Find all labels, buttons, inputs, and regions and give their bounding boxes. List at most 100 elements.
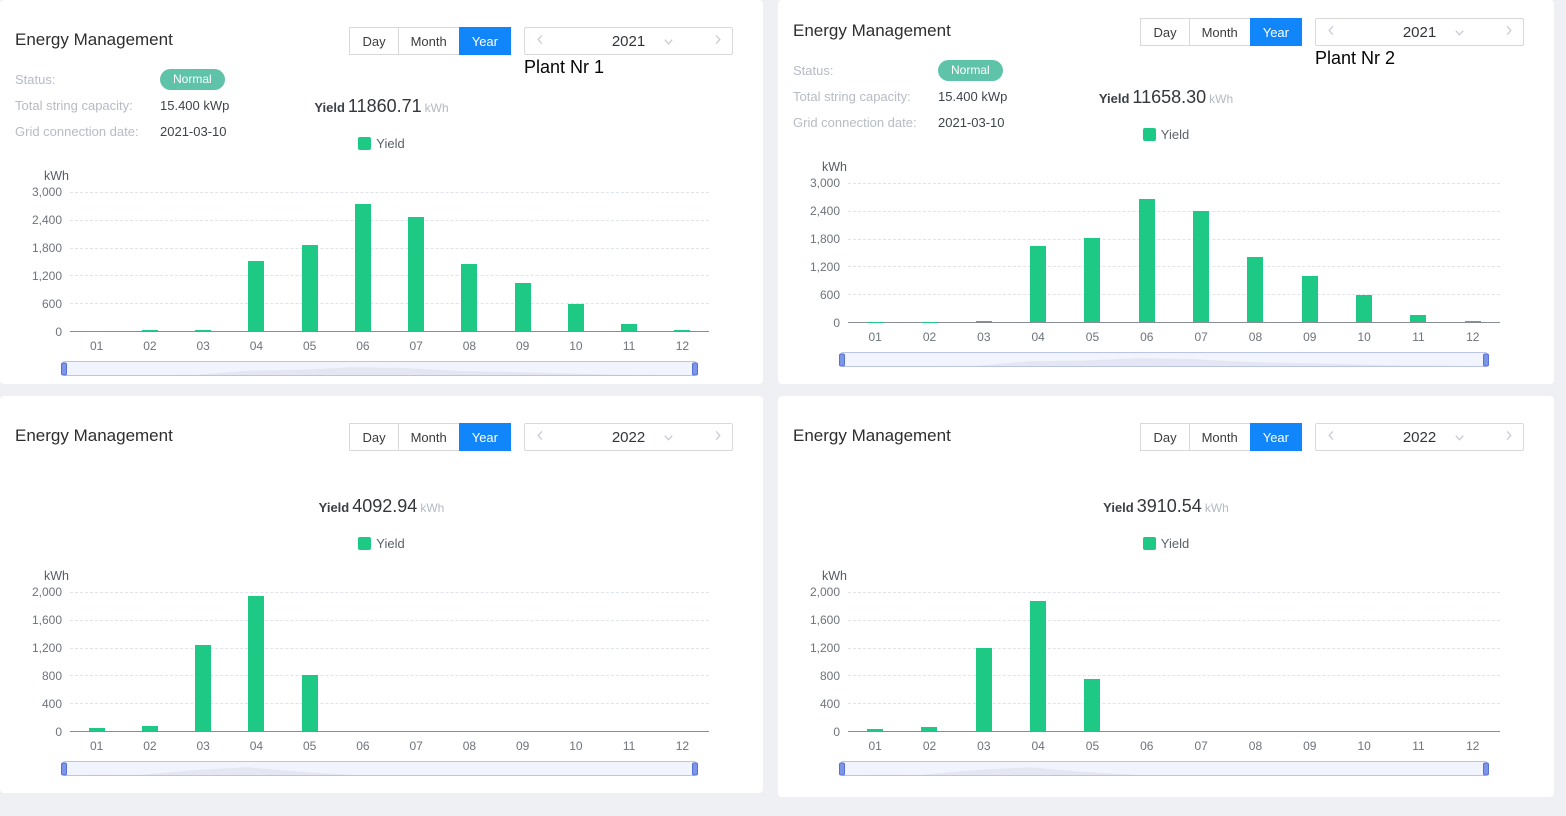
datazoom-handle-right[interactable] [1483, 762, 1489, 775]
bar-slot [496, 592, 549, 731]
bar-05[interactable] [301, 244, 318, 331]
previous-year-button[interactable] [525, 424, 555, 450]
year-select[interactable]: 2021 [611, 32, 646, 50]
bar-12[interactable] [1464, 320, 1481, 322]
tab-year[interactable]: Year [458, 27, 511, 55]
chart-legend[interactable]: Yield [0, 536, 763, 551]
chevron-right-icon [712, 428, 723, 446]
bar-03[interactable] [975, 647, 992, 731]
year-select[interactable]: 2022 [611, 428, 646, 446]
datazoom-handle-left[interactable] [61, 362, 67, 375]
bar-04[interactable] [1030, 601, 1047, 731]
chart-legend[interactable]: Yield [0, 136, 763, 151]
datazoom-handle-right[interactable] [692, 762, 698, 775]
bar-07[interactable] [1193, 211, 1210, 322]
bar-04[interactable] [248, 261, 265, 331]
bar-slot [1446, 183, 1500, 322]
bar-03[interactable] [195, 329, 212, 331]
bar-08[interactable] [1247, 257, 1264, 322]
bar-02[interactable] [141, 726, 158, 731]
tab-year[interactable]: Year [1249, 423, 1302, 451]
bar-11[interactable] [1410, 315, 1427, 322]
bar-03[interactable] [195, 645, 212, 731]
year-select[interactable]: 2021 [1402, 23, 1437, 41]
bar-11[interactable] [621, 324, 638, 331]
y-tick-label: 1,200 [809, 641, 840, 655]
previous-year-button[interactable] [1316, 19, 1346, 45]
bar-04[interactable] [1030, 246, 1047, 322]
status-label: Status: [793, 62, 834, 78]
x-tick-label: 07 [1194, 739, 1208, 753]
tab-month[interactable]: Month [1188, 18, 1251, 46]
bar-slot [390, 192, 443, 331]
bar-slot [902, 592, 956, 731]
tab-month[interactable]: Month [397, 27, 460, 55]
bar-06[interactable] [1138, 199, 1155, 322]
bar-slot [1391, 183, 1445, 322]
bar-04[interactable] [248, 595, 265, 731]
previous-year-button[interactable] [1316, 424, 1346, 450]
gridline [848, 266, 1500, 268]
tab-day[interactable]: Day [349, 27, 399, 55]
tab-year[interactable]: Year [1249, 18, 1302, 46]
tab-day[interactable]: Day [349, 423, 399, 451]
period-tabs: Day Month Year [1140, 18, 1302, 46]
datazoom-handle-left[interactable] [839, 353, 845, 366]
datazoom-slider[interactable] [839, 761, 1489, 776]
chart-legend[interactable]: Yield [778, 536, 1554, 551]
bar-01[interactable] [867, 728, 884, 731]
tab-day[interactable]: Day [1140, 18, 1190, 46]
tab-year[interactable]: Year [458, 423, 511, 451]
bar-05[interactable] [1084, 238, 1101, 322]
datazoom-handle-left[interactable] [839, 762, 845, 775]
x-tick-label: 09 [515, 339, 530, 353]
x-tick-label: 09 [515, 739, 530, 753]
y-axis-name: kWh [44, 169, 69, 183]
datazoom-slider[interactable] [61, 361, 698, 376]
tab-month[interactable]: Month [1188, 423, 1251, 451]
plant-name: Plant Nr 2 [1315, 48, 1396, 68]
bar-slot [902, 183, 956, 322]
bar-09[interactable] [1301, 275, 1318, 322]
bar-02[interactable] [141, 330, 158, 331]
next-year-button[interactable] [1493, 19, 1523, 45]
datazoom-shadow [89, 367, 670, 375]
x-tick-label: 12 [675, 339, 690, 353]
y-tick-label: 600 [41, 297, 62, 311]
bar-06[interactable] [354, 204, 371, 331]
bar-08[interactable] [461, 264, 478, 331]
yield-unit: kWh [1209, 92, 1234, 106]
x-tick-label: 05 [302, 739, 317, 753]
bar-02[interactable] [921, 726, 938, 731]
bar-slot [283, 192, 336, 331]
tab-day[interactable]: Day [1140, 423, 1190, 451]
next-year-button[interactable] [702, 28, 732, 54]
bar-10[interactable] [1356, 295, 1373, 322]
legend-label: Yield [1160, 127, 1190, 142]
y-tick-label: 2,400 [31, 213, 62, 227]
tab-month[interactable]: Month [397, 423, 460, 451]
datazoom-slider[interactable] [839, 352, 1489, 367]
datazoom-slider[interactable] [61, 761, 698, 776]
bar-03[interactable] [975, 320, 992, 322]
yield-bar-chart: kWh 0 600 1,200 1,800 2,400 3,000 01 02 03 04 05 06 0… [778, 0, 1554, 375]
bar-01[interactable] [88, 728, 105, 731]
bar-09[interactable] [514, 282, 531, 331]
next-year-button[interactable] [702, 424, 732, 450]
next-year-button[interactable] [1493, 424, 1523, 450]
bar-12[interactable] [674, 330, 691, 331]
year-select[interactable]: 2022 [1402, 428, 1437, 446]
bar-07[interactable] [408, 217, 425, 331]
datazoom-handle-right[interactable] [1483, 353, 1489, 366]
datazoom-handle-left[interactable] [61, 762, 67, 775]
chart-legend[interactable]: Yield [778, 127, 1554, 142]
bar-05[interactable] [1084, 678, 1101, 731]
x-tick-label: 10 [1357, 330, 1371, 344]
datazoom-handle-right[interactable] [692, 362, 698, 375]
bar-slot [1391, 592, 1445, 731]
bar-05[interactable] [301, 675, 318, 731]
y-tick-label: 0 [55, 725, 62, 739]
previous-year-button[interactable] [525, 28, 555, 54]
legend-label: Yield [1160, 536, 1190, 551]
bar-10[interactable] [567, 303, 584, 331]
